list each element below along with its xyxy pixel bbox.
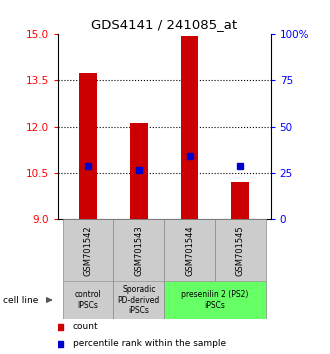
Bar	[63, 281, 114, 319]
Text: GSM701542: GSM701542	[84, 225, 93, 276]
Bar	[130, 123, 148, 219]
Text: cell line: cell line	[3, 296, 39, 304]
Bar	[63, 219, 114, 281]
Text: presenilin 2 (PS2)
iPSCs: presenilin 2 (PS2) iPSCs	[181, 290, 248, 310]
Bar	[164, 281, 266, 319]
Title: GDS4141 / 241085_at: GDS4141 / 241085_at	[91, 18, 237, 31]
Text: Sporadic
PD-derived
iPSCs: Sporadic PD-derived iPSCs	[118, 285, 160, 315]
Text: count: count	[73, 322, 98, 331]
Bar	[215, 219, 266, 281]
Bar	[164, 219, 215, 281]
Text: GSM701545: GSM701545	[236, 225, 245, 276]
Text: control
IPSCs: control IPSCs	[75, 290, 102, 310]
Text: GSM701543: GSM701543	[134, 225, 143, 276]
Bar	[231, 182, 249, 219]
Text: percentile rank within the sample: percentile rank within the sample	[73, 339, 226, 348]
Bar	[79, 73, 97, 219]
Bar	[114, 281, 164, 319]
Bar	[114, 219, 164, 281]
Text: GSM701544: GSM701544	[185, 225, 194, 276]
Bar	[181, 36, 198, 219]
